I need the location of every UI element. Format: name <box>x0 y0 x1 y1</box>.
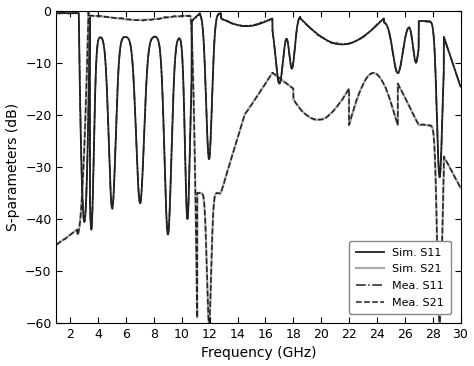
X-axis label: Frequency (GHz): Frequency (GHz) <box>201 347 316 361</box>
Y-axis label: S-parameters (dB): S-parameters (dB) <box>6 103 19 231</box>
Legend: Sim. S11, Sim. S21, Mea. S11, Mea. S21: Sim. S11, Sim. S21, Mea. S11, Mea. S21 <box>349 241 451 314</box>
